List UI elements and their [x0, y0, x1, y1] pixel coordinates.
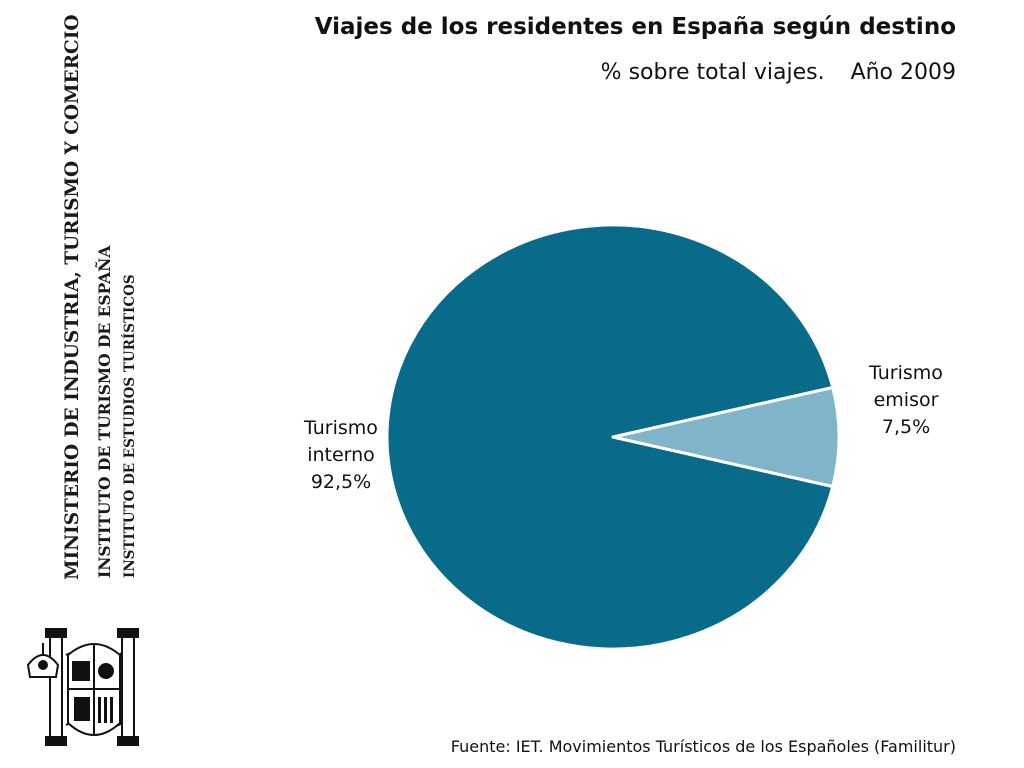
subtitle-year: Año 2009 — [850, 60, 956, 85]
label-interno-value: 92,5% — [310, 471, 372, 493]
label-interno-line1: Turismo — [304, 417, 378, 439]
subtitle-measure: % sobre total viajes. — [600, 60, 825, 85]
chart-title: Viajes de los residentes en España según… — [314, 14, 956, 40]
coat-of-arms-logo — [26, 628, 139, 746]
label-emisor-line2: emisor — [873, 389, 939, 411]
label-emisor-value: 7,5% — [881, 416, 931, 438]
pie-slice-turismo-emisor — [611, 386, 841, 488]
pie-slice-turismo-interno — [385, 223, 835, 651]
label-emisor-line1: Turismo — [869, 362, 943, 384]
source-note: Fuente: IET. Movimientos Turísticos de l… — [450, 737, 956, 756]
label-turismo-emisor: Turismo emisor 7,5% — [846, 360, 966, 441]
label-interno-line2: interno — [307, 444, 375, 466]
chart-subtitle: % sobre total viajes. Año 2009 — [601, 60, 956, 85]
label-turismo-interno: Turismo interno 92,5% — [286, 415, 396, 496]
